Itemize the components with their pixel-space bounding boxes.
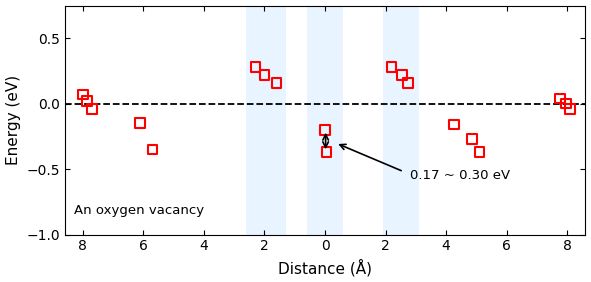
Point (78, 92, 87, 97)
Point (404, 80, 413, 85)
Point (467, 137, 476, 141)
Point (272, 80, 281, 85)
Point (322, 150, 332, 154)
Bar (382, 6, 419, 235)
X-axis label: Distance (Å): Distance (Å) (278, 259, 372, 276)
Point (398, 73, 407, 77)
Bar (307, 6, 343, 235)
Point (320, 127, 330, 132)
Point (148, 147, 157, 152)
Point (566, 107, 575, 111)
Point (87, 107, 96, 111)
Point (259, 73, 269, 77)
Text: An oxygen vacancy: An oxygen vacancy (74, 204, 204, 217)
Point (387, 65, 397, 69)
Bar (246, 6, 285, 235)
Point (475, 150, 484, 154)
Point (561, 102, 570, 106)
Point (83, 99, 92, 103)
Point (251, 65, 260, 69)
Point (449, 122, 459, 127)
Point (135, 121, 145, 125)
Y-axis label: Energy (eV): Energy (eV) (5, 75, 21, 165)
Text: 0.17 ~ 0.30 eV: 0.17 ~ 0.30 eV (410, 169, 510, 182)
Point (555, 96, 564, 101)
